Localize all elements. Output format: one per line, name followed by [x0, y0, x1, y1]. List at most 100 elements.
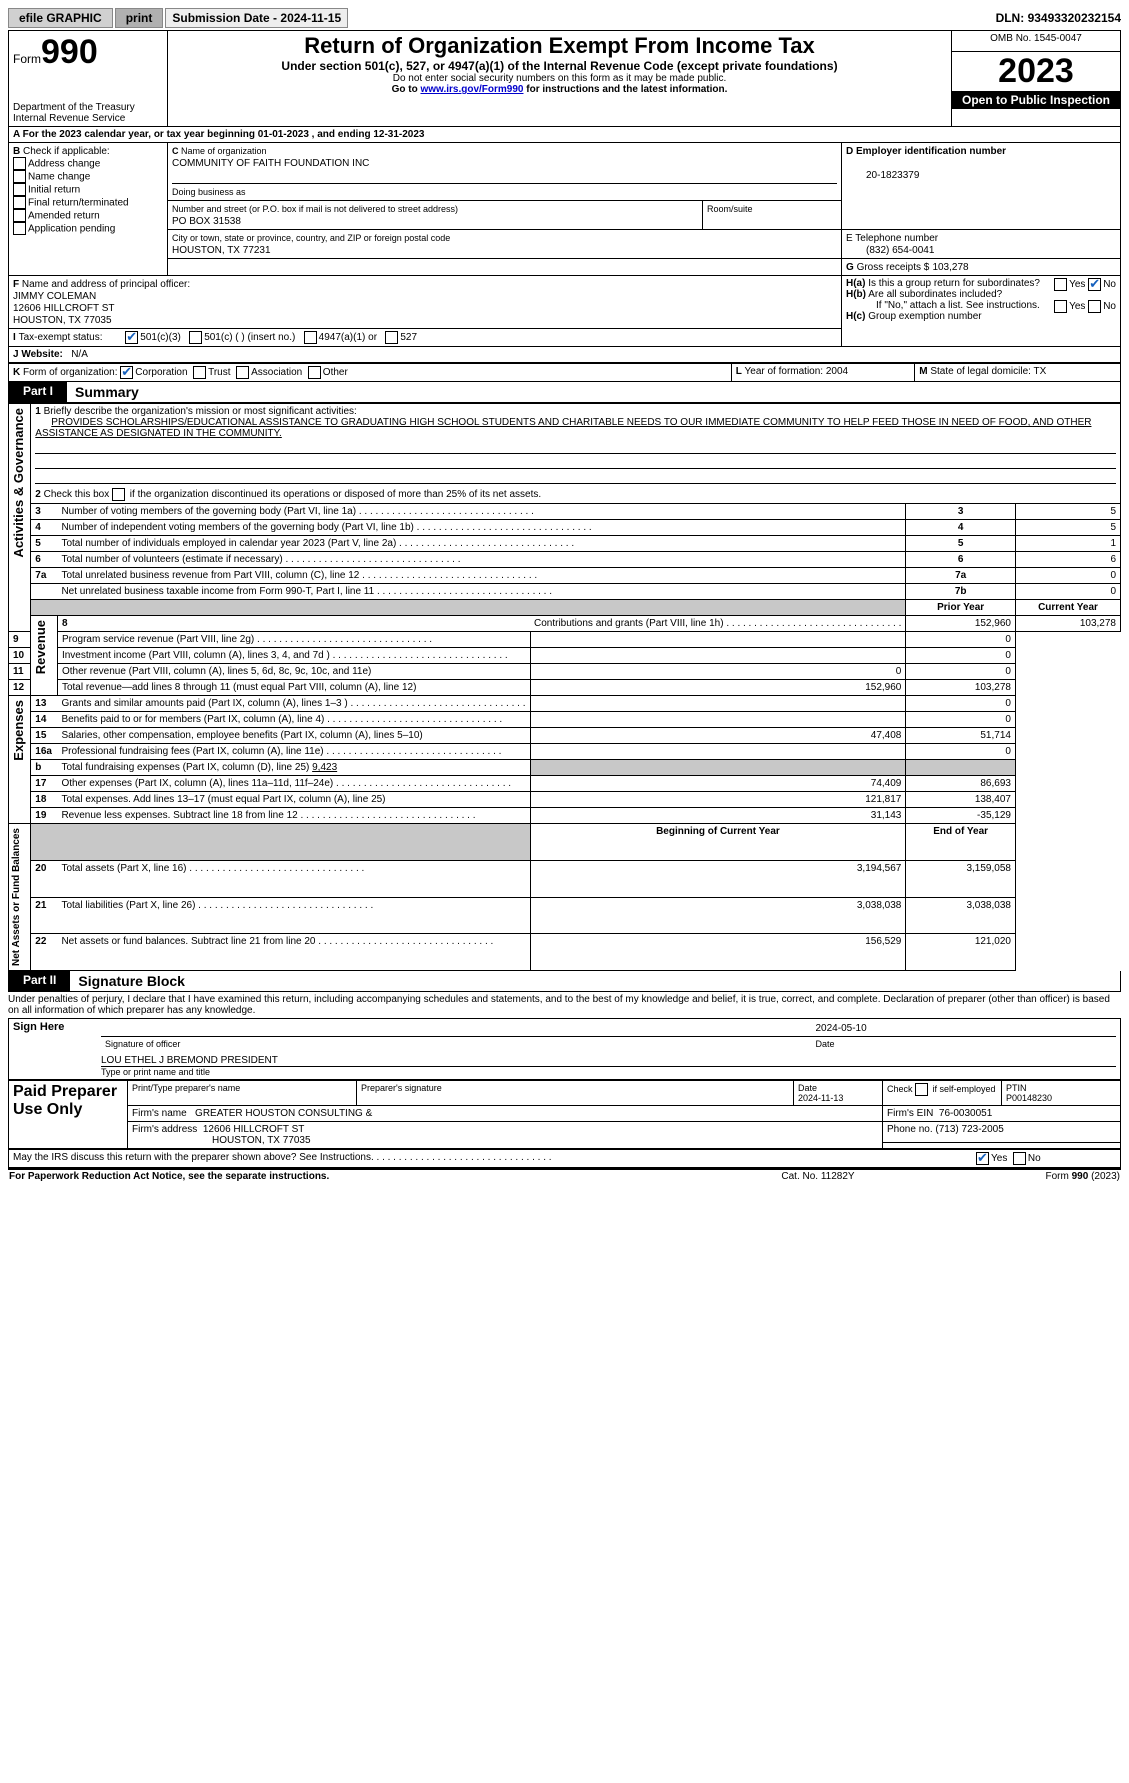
l7a-box: 7a	[906, 568, 1016, 584]
part2-label: Part II	[9, 971, 70, 991]
l11-curr: 0	[906, 664, 1016, 680]
row-4: 4Number of independent voting members of…	[9, 520, 1121, 536]
chk-hb-no[interactable]	[1088, 300, 1101, 313]
l14-desc: Benefits paid to or for members (Part IX…	[61, 714, 502, 725]
l2-text: Check this box if the organization disco…	[44, 489, 542, 500]
efile-button[interactable]: efile GRAPHIC	[8, 8, 113, 28]
chk-application-pending[interactable]	[13, 222, 26, 235]
dln: DLN: 93493320232154	[996, 11, 1121, 25]
topbar: efile GRAPHIC print Submission Date - 20…	[8, 8, 1121, 28]
l19-curr: -35,129	[906, 808, 1016, 824]
street-lbl: Number and street (or P.O. box if mail i…	[172, 204, 458, 214]
chk-amended-return[interactable]	[13, 209, 26, 222]
prep-date-lbl: Date	[798, 1083, 817, 1093]
chk-name-change[interactable]	[13, 170, 26, 183]
l7a-val: 0	[1015, 568, 1120, 584]
a-end: 12-31-2023	[373, 129, 424, 140]
self-employed: Check if self-employed	[883, 1081, 1002, 1106]
l17-prior: 74,409	[530, 776, 906, 792]
chk-corporation[interactable]	[120, 366, 133, 379]
prep-date: 2024-11-13	[798, 1093, 843, 1103]
lbl-amended-return: Amended return	[28, 210, 100, 221]
l16a-prior	[530, 744, 906, 760]
opt-corporation: Corporation	[135, 367, 187, 378]
chk-501c3[interactable]	[125, 331, 138, 344]
l10-prior	[530, 648, 906, 664]
firm-addr-lbl: Firm's address	[132, 1124, 197, 1135]
part1-table: Activities & Governance 1 Briefly descri…	[8, 403, 1121, 971]
side-netassets: Net Assets or Fund Balances	[9, 824, 24, 970]
print-button[interactable]: print	[115, 8, 164, 28]
chk-association[interactable]	[236, 366, 249, 379]
l21-end: 3,038,038	[906, 897, 1016, 934]
date-label: Date	[812, 1037, 1117, 1052]
form-label: Form	[13, 52, 41, 66]
sig-date: 2024-05-10	[812, 1021, 1117, 1037]
l12-desc: Total revenue—add lines 8 through 11 (mu…	[62, 682, 416, 693]
l6-val: 6	[1015, 552, 1120, 568]
city-value: HOUSTON, TX 77231	[172, 245, 271, 256]
l18-desc: Total expenses. Add lines 13–17 (must eq…	[61, 794, 385, 805]
a-pre: For the 2023 calendar year, or tax year …	[23, 129, 258, 140]
dba-lbl: Doing business as	[172, 187, 246, 197]
phone-value: (832) 654-0041	[846, 245, 934, 256]
col-prior: Prior Year	[906, 600, 1016, 616]
officer-name: JIMMY COLEMAN	[13, 291, 96, 302]
opt-527: 527	[400, 332, 417, 343]
l3-val: 5	[1015, 504, 1120, 520]
footer: For Paperwork Reduction Act Notice, see …	[8, 1168, 1121, 1183]
row-7b: Net unrelated business taxable income fr…	[9, 584, 1121, 600]
opt-4947: 4947(a)(1) or	[319, 332, 377, 343]
officer-addr1: 12606 HILLCROFT ST	[13, 303, 115, 314]
officer-lbl: Name and address of principal officer:	[22, 279, 190, 290]
chk-final-return[interactable]	[13, 196, 26, 209]
chk-hb-yes[interactable]	[1054, 300, 1067, 313]
klm-row: K Form of organization: Corporation Trus…	[8, 363, 1121, 382]
lbl-application-pending: Application pending	[28, 223, 115, 234]
chk-ha-yes[interactable]	[1054, 278, 1067, 291]
l20-beg: 3,194,567	[530, 860, 906, 897]
ha-yes: Yes	[1069, 279, 1085, 290]
part2-title: Signature Block	[70, 971, 193, 991]
l9-prior	[530, 632, 906, 648]
l13-prior	[530, 696, 906, 712]
opt-association: Association	[251, 367, 302, 378]
form-number: 990	[41, 33, 98, 71]
chk-501c[interactable]	[189, 331, 202, 344]
chk-initial-return[interactable]	[13, 183, 26, 196]
l15-curr: 51,714	[906, 728, 1016, 744]
hb-note: If "No," attach a list. See instructions…	[846, 300, 1040, 311]
subtitle-3: Go to www.irs.gov/Form990 for instructio…	[172, 84, 947, 95]
opt-501c3: 501(c)(3)	[140, 332, 181, 343]
pra-notice: For Paperwork Reduction Act Notice, see …	[8, 1169, 717, 1183]
irs-link[interactable]: www.irs.gov/Form990	[420, 84, 523, 95]
prep-phone: (713) 723-2005	[935, 1124, 1003, 1135]
firm-addr1: 12606 HILLCROFT ST	[203, 1124, 305, 1135]
chk-discuss-no[interactable]	[1013, 1152, 1026, 1165]
lbl-initial-return: Initial return	[28, 184, 80, 195]
l18-prior: 121,817	[530, 792, 906, 808]
ein-lbl: Employer identification number	[856, 146, 1006, 157]
domicile: TX	[1034, 366, 1047, 377]
gross-value: 103,278	[932, 262, 968, 273]
chk-discuss-yes[interactable]	[976, 1152, 989, 1165]
b-header: Check if applicable:	[23, 146, 110, 157]
l16b-prior-grey	[530, 760, 906, 776]
chk-other[interactable]	[308, 366, 321, 379]
sign-here: Sign Here	[9, 1019, 98, 1080]
website-value: N/A	[71, 349, 88, 360]
chk-527[interactable]	[385, 331, 398, 344]
l20-end: 3,159,058	[906, 860, 1016, 897]
chk-self-employed[interactable]	[915, 1083, 928, 1096]
chk-ha-no[interactable]	[1088, 278, 1101, 291]
col-end: End of Year	[906, 824, 1016, 861]
ha-no: No	[1103, 279, 1116, 290]
city-lbl: City or town, state or province, country…	[172, 233, 450, 243]
chk-address-change[interactable]	[13, 157, 26, 170]
chk-4947[interactable]	[304, 331, 317, 344]
chk-l2[interactable]	[112, 488, 125, 501]
l7b-val: 0	[1015, 584, 1120, 600]
l6-box: 6	[906, 552, 1016, 568]
chk-trust[interactable]	[193, 366, 206, 379]
discuss-row: May the IRS discuss this return with the…	[8, 1149, 1121, 1168]
